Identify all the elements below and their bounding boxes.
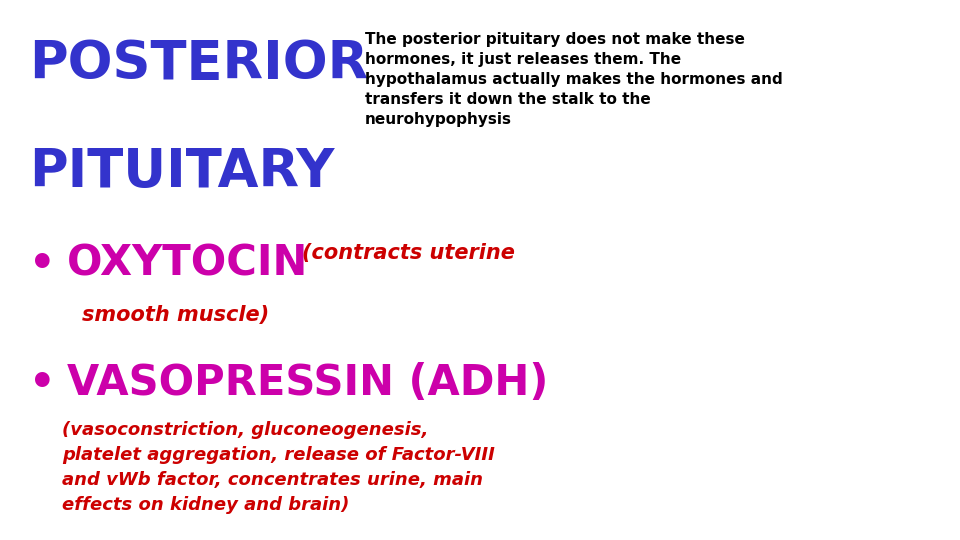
Text: (contracts uterine: (contracts uterine bbox=[302, 243, 516, 263]
Text: PITUITARY: PITUITARY bbox=[29, 146, 334, 198]
Text: VASOPRESSIN (ADH): VASOPRESSIN (ADH) bbox=[67, 362, 548, 404]
Text: •: • bbox=[29, 243, 56, 285]
Text: (vasoconstriction, gluconeogenesis,
platelet aggregation, release of Factor-VIII: (vasoconstriction, gluconeogenesis, plat… bbox=[62, 421, 495, 514]
Text: The posterior pituitary does not make these
hormones, it just releases them. The: The posterior pituitary does not make th… bbox=[365, 32, 782, 126]
Text: POSTERIOR: POSTERIOR bbox=[29, 38, 368, 90]
Text: OXYTOCIN: OXYTOCIN bbox=[67, 243, 308, 285]
Text: •: • bbox=[29, 362, 56, 404]
Text: smooth muscle): smooth muscle) bbox=[82, 305, 269, 325]
